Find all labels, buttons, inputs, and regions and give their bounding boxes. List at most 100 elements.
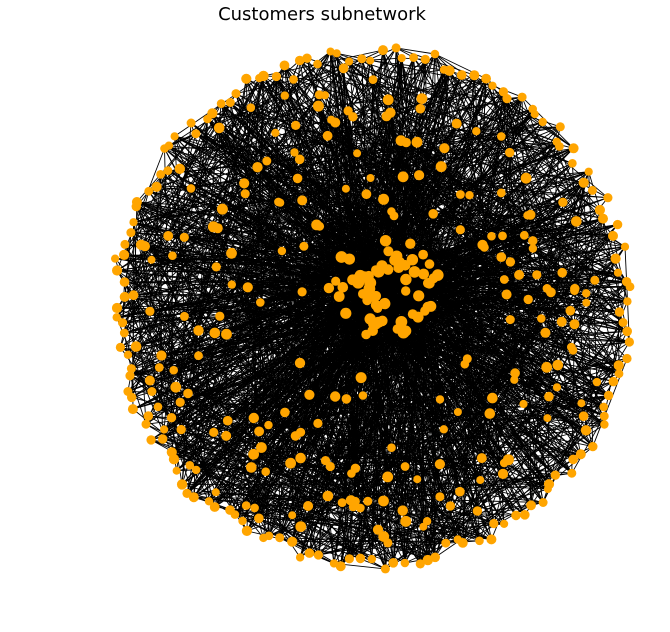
node-mid <box>288 511 297 520</box>
node-mid <box>496 252 507 262</box>
node-outer <box>118 318 128 328</box>
node-mid <box>389 211 399 221</box>
edge <box>295 125 301 160</box>
node-mid <box>541 361 553 373</box>
node-mid <box>192 465 201 475</box>
node-mid <box>168 251 177 260</box>
edge <box>151 108 533 261</box>
node-mid <box>577 399 586 408</box>
node-mid <box>213 122 225 134</box>
edge <box>218 127 310 554</box>
node-mid <box>413 475 422 484</box>
node-mid <box>183 388 193 399</box>
edge <box>145 423 384 537</box>
edge <box>167 170 199 331</box>
node-mid <box>246 103 256 112</box>
node-mid <box>297 287 307 297</box>
node-mid <box>248 412 259 424</box>
node-mid <box>144 375 155 386</box>
node-mid <box>160 425 169 434</box>
node-outer <box>115 342 125 352</box>
node-core <box>333 291 345 302</box>
node-mid <box>378 495 389 507</box>
node-mid <box>186 184 196 193</box>
node-outer <box>172 466 181 475</box>
edge <box>401 244 483 323</box>
node-mid <box>510 368 520 378</box>
node-outer <box>170 132 179 141</box>
node-outer <box>587 185 597 195</box>
node-mid <box>366 174 375 182</box>
node-outer <box>335 561 346 572</box>
node-outer <box>287 536 298 547</box>
node-outer <box>304 548 315 558</box>
node-mid <box>439 143 450 154</box>
edge <box>387 473 504 478</box>
node-outer <box>486 534 497 545</box>
edge <box>459 483 550 493</box>
node-mid <box>568 345 578 355</box>
node-mid <box>510 375 519 384</box>
node-outer <box>209 502 220 512</box>
edge <box>279 295 377 538</box>
edge <box>133 108 533 223</box>
edge <box>136 206 491 414</box>
node-outer <box>580 425 592 436</box>
node-mid <box>439 425 448 434</box>
node-mid <box>540 327 551 338</box>
edge <box>159 293 364 368</box>
edge <box>253 269 377 419</box>
node-outer <box>409 53 418 62</box>
node-mid <box>222 415 233 426</box>
node-mid <box>240 189 250 199</box>
node-mid <box>320 456 331 466</box>
node-mid <box>416 93 428 104</box>
node-mid <box>254 513 264 524</box>
node-outer <box>111 254 120 263</box>
node-mid <box>505 147 515 158</box>
node-mid <box>174 163 185 174</box>
node-mid <box>350 496 360 506</box>
edge <box>229 79 294 511</box>
node-outer <box>119 328 129 338</box>
node-mid <box>355 372 367 384</box>
node-outer <box>614 307 625 317</box>
node-mid <box>295 521 307 532</box>
node-mid <box>472 127 481 136</box>
node-mid <box>311 219 322 231</box>
edge <box>130 65 285 369</box>
node-mid <box>153 402 163 412</box>
node-mid <box>274 197 283 207</box>
node-outer <box>598 213 608 224</box>
node-mid <box>338 63 349 74</box>
node-mid <box>221 328 232 340</box>
node-mid <box>556 316 567 327</box>
edge <box>503 91 631 287</box>
edge <box>506 98 601 211</box>
node-mid <box>128 290 139 301</box>
edge <box>160 174 428 522</box>
node-outer <box>225 505 235 515</box>
edge <box>303 245 342 258</box>
edge <box>235 93 478 512</box>
node-mid <box>501 289 512 300</box>
edge <box>413 57 420 176</box>
node-mid <box>290 148 299 157</box>
edge <box>324 94 627 283</box>
node-mid <box>194 351 203 361</box>
node-core <box>405 238 416 249</box>
edge <box>385 240 571 312</box>
edge <box>187 258 350 394</box>
node-mid <box>537 314 546 323</box>
node-mid <box>578 411 589 422</box>
node-outer <box>158 434 168 444</box>
edge <box>148 74 462 192</box>
edge <box>207 99 389 120</box>
edge <box>234 234 525 515</box>
node-mid <box>147 255 156 264</box>
node-core <box>422 301 433 312</box>
node-mid <box>341 394 352 404</box>
node-outer <box>367 554 376 564</box>
node-outer <box>608 376 619 387</box>
